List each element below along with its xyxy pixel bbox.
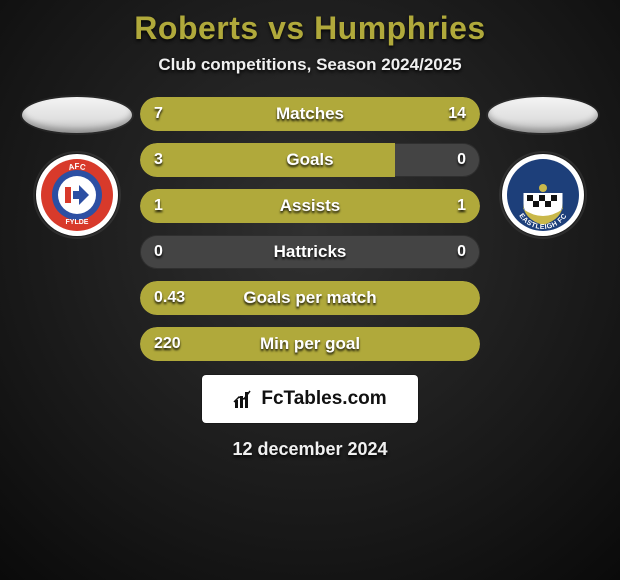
stat-label: Hattricks [140, 235, 480, 269]
stat-bars: 714Matches30Goals11Assists00Hattricks0.4… [140, 97, 480, 361]
stat-right-value: 14 [448, 97, 466, 131]
svg-text:AFC: AFC [68, 162, 87, 172]
comparison-card: Roberts vs Humphries Club competitions, … [0, 0, 620, 580]
left-club-crest: AFC FYLDE [35, 153, 119, 237]
left-player-photo-placeholder [22, 97, 132, 133]
page-title: Roberts vs Humphries [0, 10, 620, 47]
right-club-crest: EASTLEIGH FC [501, 153, 585, 237]
right-player-column: EASTLEIGH FC [488, 97, 598, 237]
stat-bar: 30Goals [140, 143, 480, 177]
stat-bar: 0 0Hattricks [140, 235, 480, 269]
stats-column: 714Matches30Goals11Assists00Hattricks0.4… [140, 97, 480, 460]
stat-left-value: 220 [154, 327, 181, 361]
stat-left-value: 0.43 [154, 281, 185, 315]
brand-label: FcTables.com [233, 388, 386, 410]
content-row: AFC FYLDE 714Matches30Goals11Assists00Ha… [0, 97, 620, 460]
stat-bar: 11Assists [140, 189, 480, 223]
stat-bar: 714Matches [140, 97, 480, 131]
stat-left-value: 1 [154, 189, 163, 223]
stat-bar: 0.43Goals per match [140, 281, 480, 315]
stat-left-value: 0 [154, 235, 163, 269]
right-player-photo-placeholder [488, 97, 598, 133]
brand-box: FcTables.com [202, 375, 418, 423]
stat-bar: 220Min per goal [140, 327, 480, 361]
stat-right-value: 0 [457, 143, 466, 177]
stat-right-value: 0 [457, 235, 466, 269]
date-label: 12 december 2024 [232, 439, 387, 460]
svg-text:FYLDE: FYLDE [66, 219, 89, 226]
brand-logo-icon [233, 388, 255, 410]
subtitle: Club competitions, Season 2024/2025 [0, 55, 620, 75]
left-player-column: AFC FYLDE [22, 97, 132, 237]
stat-left-value: 7 [154, 97, 163, 131]
brand-text: FcTables.com [261, 388, 386, 410]
stat-right-value: 1 [457, 189, 466, 223]
stat-left-value: 3 [154, 143, 163, 177]
